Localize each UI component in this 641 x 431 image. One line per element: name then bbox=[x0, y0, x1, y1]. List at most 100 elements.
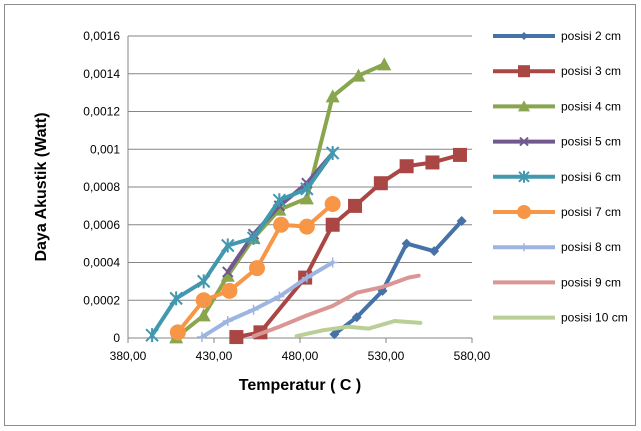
legend: posisi 2 cm posisi 3 cm posisi 4 cm posisi … bbox=[493, 29, 628, 325]
data-point bbox=[169, 324, 186, 341]
series-1 bbox=[329, 215, 467, 340]
legend-label: posisi 8 cm bbox=[561, 240, 621, 254]
data-point bbox=[298, 218, 315, 235]
legend-entry: posisi 3 cm bbox=[493, 64, 621, 78]
x-tick-labels: 380,00 430,00 480,00 530,00 580,00 bbox=[110, 349, 491, 363]
data-point bbox=[222, 316, 233, 327]
data-point bbox=[195, 292, 212, 309]
data-point bbox=[221, 238, 235, 253]
data-point bbox=[456, 215, 467, 226]
data-point bbox=[300, 181, 314, 196]
series-6 bbox=[169, 195, 341, 341]
series-line bbox=[150, 151, 335, 338]
y-tick-label: 0,0004 bbox=[83, 256, 120, 270]
y-tick-labels: 0 0,0002 0,0004 0,0006 0,0008 0,001 0,0012 0,00… bbox=[83, 29, 120, 345]
y-tick-label: 0,0008 bbox=[83, 180, 120, 194]
y-tick-label: 0,0002 bbox=[83, 293, 120, 307]
data-point bbox=[373, 176, 388, 191]
data-point bbox=[249, 260, 265, 277]
data-point bbox=[325, 89, 340, 103]
data-point bbox=[220, 268, 235, 282]
data-point bbox=[229, 330, 244, 345]
axes bbox=[127, 36, 473, 343]
data-point bbox=[274, 291, 285, 302]
x-tick-label: 430,00 bbox=[196, 349, 233, 363]
series bbox=[145, 57, 467, 345]
data-point bbox=[401, 238, 412, 249]
data-point bbox=[196, 332, 207, 343]
x-tick-label: 580,00 bbox=[454, 349, 491, 363]
x-tick-label: 480,00 bbox=[282, 349, 319, 363]
data-point bbox=[325, 146, 340, 161]
legend-entry: posisi 6 cm bbox=[493, 170, 621, 184]
data-point bbox=[169, 291, 183, 306]
legend-label: posisi 4 cm bbox=[561, 99, 621, 113]
series-line bbox=[251, 273, 421, 339]
data-point bbox=[518, 170, 530, 183]
data-point bbox=[425, 155, 440, 170]
data-point bbox=[273, 216, 290, 233]
legend-label: posisi 3 cm bbox=[561, 64, 621, 78]
data-point bbox=[325, 217, 340, 232]
series-line bbox=[294, 319, 423, 339]
data-point bbox=[299, 191, 314, 205]
legend-label: posisi 9 cm bbox=[561, 275, 621, 289]
data-point bbox=[324, 195, 341, 212]
data-point bbox=[351, 68, 366, 82]
series-2 bbox=[229, 147, 467, 345]
data-point bbox=[517, 205, 531, 219]
legend-entry: posisi 10 cm bbox=[493, 311, 628, 325]
legend-label: posisi 2 cm bbox=[561, 29, 621, 43]
legend-entry: posisi 5 cm bbox=[493, 135, 621, 149]
data-point bbox=[351, 312, 362, 323]
legend-label: posisi 7 cm bbox=[561, 205, 621, 219]
data-point bbox=[301, 272, 312, 283]
y-axis-title: Daya Akustik (Watt) bbox=[33, 112, 50, 261]
series-8 bbox=[251, 273, 421, 339]
series-5 bbox=[145, 146, 340, 343]
gridlines bbox=[128, 35, 472, 339]
data-point bbox=[518, 100, 530, 112]
y-tick-label: 0,0014 bbox=[83, 67, 120, 81]
x-axis-title: Temperatur ( C ) bbox=[239, 377, 361, 394]
series-9 bbox=[294, 319, 423, 339]
data-point bbox=[196, 308, 211, 322]
legend-entry: posisi 2 cm bbox=[493, 29, 621, 43]
legend-entry: posisi 7 cm bbox=[493, 205, 621, 219]
data-point bbox=[327, 257, 338, 268]
data-point bbox=[272, 193, 287, 208]
legend-entry: posisi 4 cm bbox=[493, 99, 621, 113]
series-7 bbox=[196, 257, 338, 343]
data-point bbox=[452, 147, 467, 162]
y-tick-label: 0,0006 bbox=[83, 218, 120, 232]
data-point bbox=[145, 328, 159, 343]
y-tick-label: 0 bbox=[113, 331, 120, 345]
data-point bbox=[248, 304, 259, 315]
data-point bbox=[518, 65, 530, 78]
x-tick-label: 380,00 bbox=[110, 349, 147, 363]
data-point bbox=[348, 198, 363, 213]
data-point bbox=[520, 32, 528, 40]
legend-label: posisi 10 cm bbox=[561, 311, 628, 325]
x-tick-label: 530,00 bbox=[368, 349, 405, 363]
data-point bbox=[429, 246, 440, 257]
series-line bbox=[332, 219, 464, 337]
data-point bbox=[246, 230, 261, 245]
data-point bbox=[520, 243, 528, 252]
data-point bbox=[221, 282, 238, 299]
data-point bbox=[377, 57, 392, 71]
data-point bbox=[399, 159, 414, 174]
y-tick-label: 0,001 bbox=[90, 142, 120, 156]
data-point bbox=[196, 274, 211, 289]
data-point bbox=[329, 329, 340, 340]
legend-label: posisi 5 cm bbox=[561, 135, 621, 149]
legend-label: posisi 6 cm bbox=[561, 170, 621, 184]
data-point bbox=[519, 136, 529, 147]
legend-entry: posisi 8 cm bbox=[493, 240, 621, 254]
legend-entry: posisi 9 cm bbox=[493, 275, 621, 289]
y-tick-label: 0,0016 bbox=[83, 29, 120, 43]
y-tick-label: 0,0012 bbox=[83, 105, 120, 119]
data-point bbox=[222, 266, 234, 278]
series-line bbox=[200, 260, 335, 340]
